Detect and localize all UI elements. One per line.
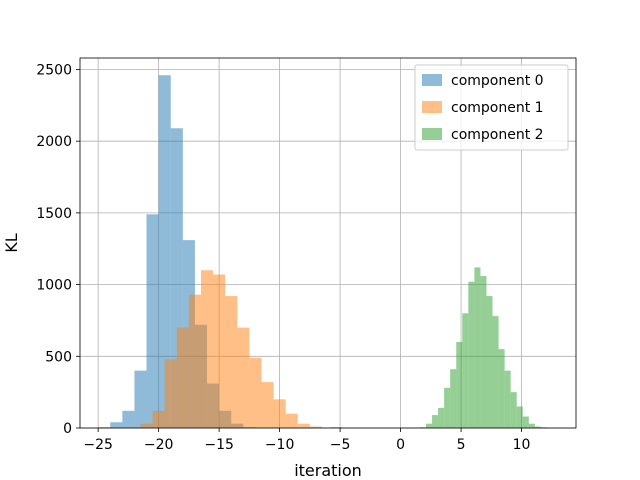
histogram-bar-series-1 xyxy=(237,327,250,428)
histogram-bar-series-1 xyxy=(213,274,226,428)
y-tick-label: 2500 xyxy=(36,62,72,78)
histogram-bar-series-1 xyxy=(225,296,238,428)
y-tick-label: 2000 xyxy=(36,134,72,150)
plot-frame xyxy=(79,57,577,429)
y-axis-label: KL xyxy=(2,233,21,252)
histogram-bar-series-0 xyxy=(134,370,147,428)
legend-frame xyxy=(414,64,569,151)
x-tick-label: 0 xyxy=(396,437,405,453)
legend-swatch xyxy=(422,74,442,86)
x-tick-label: 10 xyxy=(513,437,531,453)
histogram-bar-series-0 xyxy=(122,410,135,428)
histogram-bar-series-2 xyxy=(456,341,463,428)
histogram-bar-series-1 xyxy=(261,382,274,428)
histogram-bar-series-1 xyxy=(152,410,165,428)
legend-swatch xyxy=(422,128,442,140)
histogram-bar-series-2 xyxy=(498,349,505,428)
histogram-bar-series-2 xyxy=(492,316,499,428)
x-tick-label: −10 xyxy=(265,437,295,453)
histogram-bar-series-1 xyxy=(273,399,286,428)
y-tick-label: 0 xyxy=(63,421,72,437)
legend-label: component 1 xyxy=(451,100,544,116)
histogram-bar-series-2 xyxy=(425,423,433,428)
x-axis-ticks: −25 −20 −15 −10 −5 0 5 10 xyxy=(83,428,530,453)
histogram-bar-series-2 xyxy=(528,423,535,428)
histogram-bar-series-0 xyxy=(158,75,171,429)
histogram-bar-series-1 xyxy=(309,426,322,428)
histogram-bar-series-2 xyxy=(468,281,475,428)
bars xyxy=(98,75,547,429)
histogram-bar-series-1 xyxy=(285,413,298,428)
histogram-bar-series-2 xyxy=(516,406,523,428)
y-tick-label: 1000 xyxy=(36,278,72,294)
x-tick-label: −15 xyxy=(204,437,234,453)
histogram-bar-series-2 xyxy=(534,426,541,428)
histogram-bar-series-2 xyxy=(522,416,529,428)
histogram-bar-series-2 xyxy=(480,275,487,428)
histogram-bar-series-1 xyxy=(188,294,201,428)
x-tick-label: −20 xyxy=(144,437,174,453)
histogram-bar-series-1 xyxy=(297,423,310,428)
histogram-bar-series-2 xyxy=(486,296,493,428)
y-tick-label: 1500 xyxy=(36,206,72,222)
x-tick-label: 5 xyxy=(457,437,466,453)
histogram-bar-series-2 xyxy=(474,267,481,428)
legend-label: component 2 xyxy=(451,127,544,143)
histogram-bar-series-1 xyxy=(200,270,214,428)
histogram-bar-series-1 xyxy=(249,357,262,428)
legend: component 0 component 1 component 2 xyxy=(414,64,569,151)
y-axis-ticks: 0 500 1000 1500 2000 2500 xyxy=(36,62,80,437)
histogram-bar-series-0 xyxy=(110,422,123,428)
x-axis-label: iteration xyxy=(294,461,362,480)
histogram-bar-series-1 xyxy=(176,327,189,428)
histogram-bar-series-2 xyxy=(438,407,445,428)
histogram-bar-series-2 xyxy=(450,369,457,428)
histogram-bar-series-2 xyxy=(510,392,517,428)
histogram-bar-series-0 xyxy=(146,214,159,428)
histogram-bar-series-1 xyxy=(164,359,177,428)
x-tick-label: −5 xyxy=(330,437,351,453)
x-tick-label: −25 xyxy=(83,437,113,453)
histogram-bar-series-2 xyxy=(432,415,439,428)
y-tick-label: 500 xyxy=(45,349,72,365)
legend-swatch xyxy=(422,101,442,113)
histogram-bar-series-2 xyxy=(462,313,469,428)
histogram-bar-series-1 xyxy=(140,423,153,428)
legend-label: component 0 xyxy=(451,73,544,89)
histogram-bar-series-2 xyxy=(504,370,511,428)
histogram-bar-series-2 xyxy=(444,387,451,428)
